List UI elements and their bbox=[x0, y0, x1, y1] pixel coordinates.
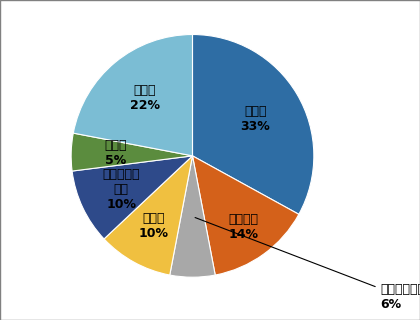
Text: 悪性リンパ腫
6%: 悪性リンパ腫 6% bbox=[195, 218, 420, 311]
Text: ユーイング
肉腫
10%: ユーイング 肉腫 10% bbox=[102, 168, 140, 211]
Wedge shape bbox=[71, 133, 192, 171]
Text: 軟骨肉腫
14%: 軟骨肉腫 14% bbox=[229, 212, 259, 241]
Text: 骨髄腫
10%: 骨髄腫 10% bbox=[139, 212, 169, 240]
Wedge shape bbox=[192, 35, 314, 214]
Wedge shape bbox=[73, 35, 192, 156]
Text: 骨肉腫
33%: 骨肉腫 33% bbox=[240, 105, 270, 133]
Wedge shape bbox=[72, 156, 192, 239]
Wedge shape bbox=[104, 156, 192, 275]
Text: 脊索腫
5%: 脊索腫 5% bbox=[105, 140, 127, 167]
Wedge shape bbox=[170, 156, 215, 277]
Wedge shape bbox=[192, 156, 299, 275]
Text: その他
22%: その他 22% bbox=[129, 84, 160, 112]
